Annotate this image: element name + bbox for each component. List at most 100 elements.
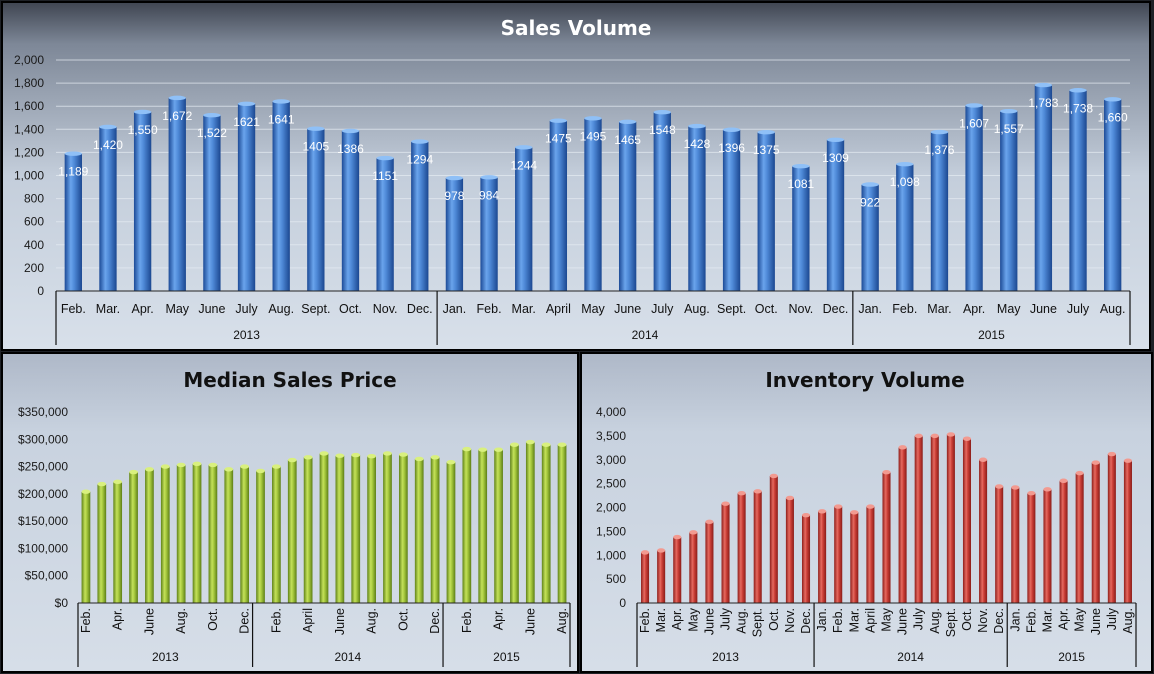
sales-bar-cap (549, 118, 568, 123)
price-category-label: June (333, 608, 347, 635)
sales-category-label: June (1030, 302, 1057, 316)
sales-category-label: June (614, 302, 641, 316)
inventory-category-label: June (896, 608, 910, 635)
price-bar-cap (256, 468, 265, 474)
inventory-category-label: Feb. (638, 608, 652, 633)
price-category-label: Aug. (555, 608, 569, 634)
sales-bar (1034, 85, 1053, 291)
sales-category-label: April (546, 302, 571, 316)
inventory-bar (1107, 454, 1116, 603)
inventory-bar-cap (1123, 458, 1132, 463)
inventory-bar-cap (914, 433, 923, 439)
sales-bar (1069, 90, 1087, 291)
sales-category-label: Dec. (823, 302, 849, 316)
sales-bar (411, 141, 429, 291)
sales-data-label: 1081 (788, 177, 815, 191)
price-bar (145, 469, 154, 603)
inventory-bar-cap (979, 457, 988, 462)
sales-category-label: Feb. (892, 302, 917, 316)
price-bar (303, 457, 313, 603)
price-bar-cap (351, 452, 361, 458)
sales-bar-cap (376, 155, 394, 161)
price-bar-cap (303, 455, 313, 460)
price-bar (541, 444, 551, 603)
sales-data-label: 1,783 (1028, 96, 1058, 110)
price-bar (81, 491, 91, 603)
sales-data-label: 1,098 (890, 175, 920, 189)
price-bar (414, 458, 424, 603)
sales-bar-cap (515, 145, 533, 150)
sales-year-label: 2015 (978, 328, 1005, 342)
price-bar-cap (510, 442, 519, 447)
inventory-category-label: Apr. (1057, 608, 1071, 630)
sales-category-label: Aug. (1100, 302, 1126, 316)
inventory-bar (1075, 473, 1084, 603)
sales-bar (965, 105, 983, 291)
price-bar-cap (494, 447, 503, 452)
inventory-category-label: Feb. (831, 608, 845, 633)
inventory-bar-cap (1091, 460, 1100, 465)
price-bar-cap (430, 455, 440, 460)
sales-category-label: Aug. (268, 302, 294, 316)
price-bar-cap (97, 481, 107, 487)
sales-data-label: 1,557 (994, 122, 1024, 136)
inventory-bar (834, 506, 843, 603)
sales-category-label: May (997, 302, 1021, 316)
price-category-label: Oct. (396, 608, 410, 631)
inventory-category-label: Sept. (944, 608, 958, 637)
price-bar (224, 469, 234, 603)
inventory-bar-cap (737, 490, 746, 496)
price-bar-cap (208, 462, 218, 468)
price-category-label: Dec. (428, 608, 442, 634)
price-bar-cap (176, 462, 186, 468)
price-bar (525, 442, 535, 603)
price-bar-cap (81, 489, 91, 494)
sales-category-label: May (581, 302, 605, 316)
sales-data-label: 984 (479, 188, 499, 202)
inventory-category-label: Dec. (799, 608, 813, 634)
inventory-category-label: Aug. (735, 608, 749, 634)
sales-data-label: 1309 (822, 151, 849, 165)
inventory-category-label: Jan. (815, 608, 829, 632)
inventory-bar (995, 486, 1004, 603)
price-bar-cap (145, 467, 154, 472)
sales-bar-cap (722, 127, 741, 132)
sales-bar-cap (272, 99, 290, 104)
inventory-bar (914, 435, 923, 603)
sales-bar (861, 184, 879, 291)
sales-y-tick: 200 (24, 261, 44, 275)
median-price-chart: $0 $50,000 $100,000 $150,000 $200,000 $250,00… (18, 405, 571, 667)
price-category-label: Aug. (365, 608, 379, 634)
sales-bar-cap (168, 95, 186, 101)
sales-bar (757, 132, 775, 291)
inventory-y-tick: 4,000 (596, 405, 626, 419)
sales-category-label: Sept. (717, 302, 746, 316)
sales-bar (722, 129, 741, 291)
price-bar-cap (398, 452, 408, 457)
sales-bar-cap (133, 109, 152, 115)
sales-y-tick: 600 (24, 215, 44, 229)
inventory-bar (705, 521, 714, 603)
sales-bar (549, 120, 568, 291)
price-bar-cap (287, 457, 297, 463)
inventory-bar-cap (753, 489, 762, 494)
price-y-tick: $300,000 (18, 432, 68, 446)
price-y-tick: $350,000 (18, 405, 68, 419)
sales-bar (203, 115, 221, 291)
inventory-bar-cap (769, 473, 778, 479)
inventory-bar-cap (930, 433, 939, 439)
sales-data-label: 1,376 (924, 143, 954, 157)
price-bar (160, 466, 170, 603)
median-price-title: Median Sales Price (183, 368, 396, 392)
sales-bar (792, 166, 810, 291)
sales-bar-cap (1034, 82, 1053, 88)
sales-bar (64, 153, 82, 291)
price-bar-cap (160, 464, 170, 469)
sales-y-tick: 1,200 (14, 145, 44, 159)
price-bar-cap (446, 460, 456, 465)
sales-data-label: 1,672 (162, 109, 192, 123)
inventory-bar (882, 472, 891, 603)
price-category-label: Dec. (238, 608, 252, 634)
sales-data-label: 1,420 (93, 138, 123, 152)
inventory-y-tick: 3,500 (596, 429, 626, 443)
